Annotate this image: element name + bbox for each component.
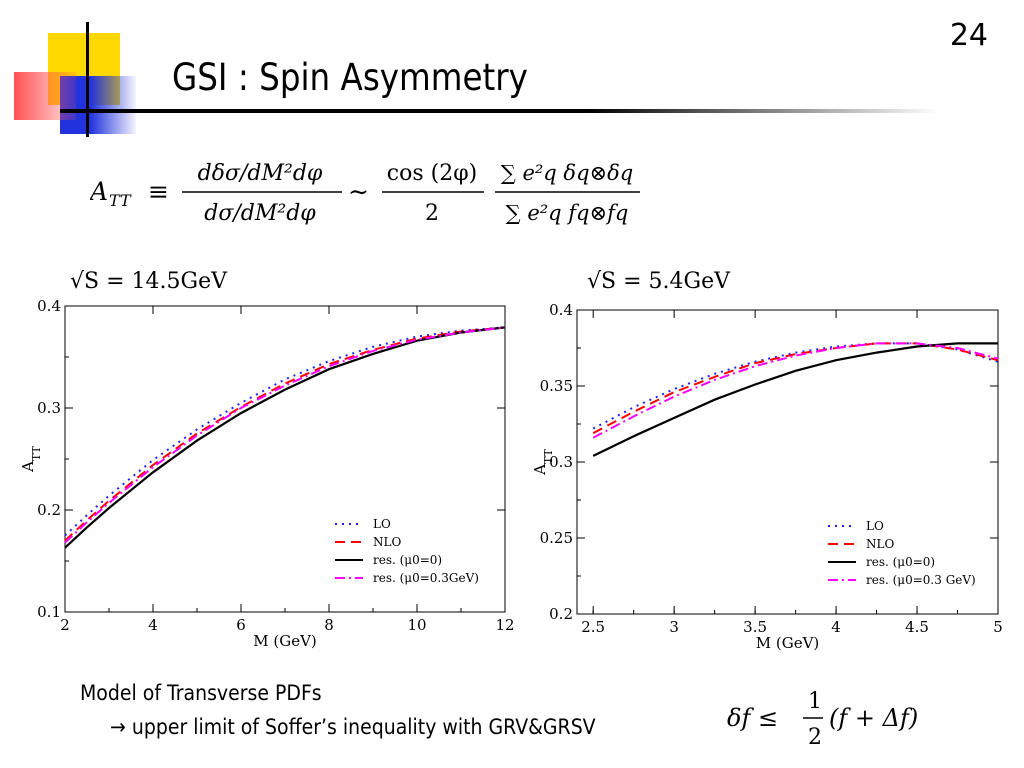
series-line-1 <box>64 326 506 542</box>
x-tick-label: 10 <box>407 616 426 634</box>
y-tick-label: 0.1 <box>37 603 61 621</box>
x-axis-label: M (GeV) <box>253 632 317 650</box>
x-tick-label: 12 <box>495 616 514 634</box>
x-tick-label: 4 <box>148 616 158 634</box>
x-tick-label: 8 <box>324 616 334 634</box>
formula-equiv: ≡ <box>148 177 169 206</box>
series-line-3 <box>592 342 999 439</box>
formula-den3: ∑ e²q fq⊗fq <box>506 201 629 225</box>
chart1-title-text: √S = 14.5GeV <box>70 269 228 294</box>
y-tick-label: 0.3 <box>37 399 61 417</box>
slide-title: GSI : Spin Asymmetry <box>172 56 528 99</box>
legend-label-3: res. (μ0=0.3GeV) <box>373 571 479 585</box>
ineq-den: 2 <box>808 725 822 750</box>
y-axis-label: ATT <box>19 445 43 472</box>
formula-num1: dδσ/dM²dφ <box>198 161 323 186</box>
y-tick-label: 0.2 <box>549 605 573 623</box>
series-line-2 <box>592 342 998 457</box>
x-tick-label: 2 <box>60 616 70 634</box>
legend-label-3: res. (μ0=0.3 GeV) <box>866 573 976 587</box>
chart-14-5gev: 2 4 6 8 10 12 0.1 0.2 0.3 0.4 M (GeV) ATT LO NLO res. … <box>19 297 515 650</box>
x-tick-label: 4.5 <box>905 618 929 636</box>
legend-label-1: NLO <box>373 535 401 549</box>
chart2-title: √S = 5.4GeV <box>587 269 731 294</box>
formula-den2: 2 <box>425 201 439 226</box>
chart-5-4gev: 2.5 3 3.5 4 4.5 5 0.2 0.25 0.3 0.35 0.4 M (GeV) ATT L… <box>531 301 1003 652</box>
chart2-title-text: √S = 5.4GeV <box>587 269 731 294</box>
legend-label-2: res. (μ0=0) <box>866 555 935 569</box>
ineq-num: 1 <box>808 689 822 714</box>
y-tick-label: 0.25 <box>540 529 573 547</box>
chart1-title: √S = 14.5GeV <box>70 269 228 294</box>
slide-number: 24 <box>949 18 988 53</box>
formula-den1: dσ/dM²dφ <box>204 201 316 226</box>
y-tick-label: 0.4 <box>37 297 61 315</box>
note-soffer: → upper limit of Soffer’s inequality wit… <box>110 715 596 739</box>
y-axis-label: ATT <box>531 448 555 475</box>
series-line-0 <box>64 326 506 537</box>
x-tick-label: 4 <box>831 618 841 636</box>
x-axis-label: M (GeV) <box>756 634 820 652</box>
x-tick-label: 2.5 <box>581 618 605 636</box>
legend-label-0: LO <box>373 517 391 531</box>
formula-sim: ∼ <box>348 177 369 206</box>
x-tick-label: 3.5 <box>743 618 767 636</box>
x-tick-label: 5 <box>993 618 1003 636</box>
y-tick-label: 0.35 <box>540 377 573 395</box>
series-line-3 <box>64 326 506 544</box>
ineq-rhs: (f + Δf) <box>829 704 918 732</box>
formula-lhs: A <box>90 177 108 206</box>
y-tick-label: 0.4 <box>549 301 573 319</box>
x-tick-label: 3 <box>669 618 679 636</box>
y-tick-label: 0.2 <box>37 501 61 519</box>
x-tick-label: 6 <box>236 616 246 634</box>
formula-num2: cos (2φ) <box>387 161 477 186</box>
title-underline <box>60 109 940 113</box>
soffer-inequality: δf ≤ 1 2 (f + Δf) <box>727 689 918 750</box>
legend-label-1: NLO <box>866 537 894 551</box>
legend-label-0: LO <box>866 519 884 533</box>
att-formula: A TT ≡ dδσ/dM²dφ dσ/dM²dφ ∼ cos (2φ) 2 ∑… <box>90 161 640 226</box>
ineq-lhs: δf ≤ <box>727 704 778 732</box>
formula-num3: ∑ e²q δq⊗δq <box>501 161 633 185</box>
legend-label-2: res. (μ0=0) <box>373 553 442 567</box>
formula-lhs-sub: TT <box>109 191 132 210</box>
deco-vertical-rule <box>86 22 89 137</box>
series-line-2 <box>64 326 506 549</box>
series-line-0 <box>592 342 999 430</box>
note-model: Model of Transverse PDFs <box>80 681 322 705</box>
series-line-1 <box>592 342 999 434</box>
y-tick-label: 0.3 <box>549 453 573 471</box>
